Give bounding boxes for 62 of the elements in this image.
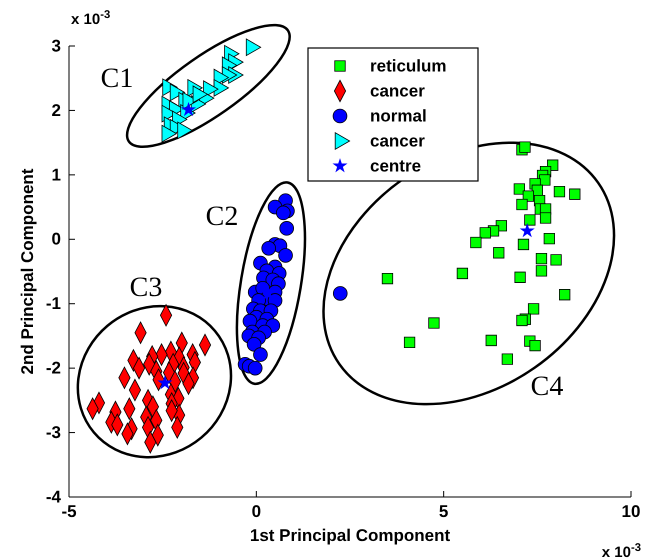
point	[382, 272, 394, 284]
legend-label: centre	[370, 156, 422, 176]
point	[278, 248, 293, 263]
point	[279, 221, 294, 236]
y-tick-label: -2	[46, 358, 61, 378]
point	[514, 183, 525, 195]
y-tick-label: 1	[52, 165, 61, 184]
legend-label: reticulum	[370, 56, 447, 76]
y-tick-label: -1	[46, 294, 61, 314]
point	[246, 337, 262, 352]
annotation: C4	[530, 371, 564, 402]
point	[480, 227, 491, 238]
y-tick-label: -4	[46, 487, 62, 506]
point	[569, 188, 580, 200]
point	[253, 347, 268, 362]
point	[559, 289, 570, 300]
point	[524, 214, 536, 226]
x-tick-label: 10	[622, 502, 640, 522]
annotation: C1	[100, 63, 134, 94]
x-axis-title: 1st Principal Component	[250, 526, 450, 545]
point	[502, 353, 514, 365]
point	[529, 340, 541, 352]
y-tick-label: 2	[52, 100, 61, 120]
point	[516, 198, 528, 210]
point	[528, 303, 540, 315]
point	[470, 236, 482, 248]
point	[520, 223, 535, 238]
y-tick-label: -3	[46, 423, 61, 442]
legend-label: cancer	[370, 132, 426, 150]
annotation: C2	[206, 201, 238, 232]
x-tick-label: -5	[61, 502, 77, 522]
x-tick-label: 0	[252, 502, 262, 522]
point	[332, 286, 348, 301]
legend-label: cancer	[370, 82, 426, 100]
point	[536, 265, 548, 276]
point	[516, 314, 528, 326]
point	[514, 272, 526, 283]
x-tick-label: 5	[438, 502, 448, 522]
text: x 10$^{-3}$	[602, 542, 641, 559]
point	[404, 336, 416, 348]
text: x 10$^{-3}$	[71, 9, 110, 28]
point	[248, 360, 263, 376]
legend-label: normal	[370, 106, 427, 126]
point	[536, 252, 548, 264]
y-tick-label: 0	[52, 230, 61, 249]
point	[540, 212, 552, 224]
point	[518, 238, 530, 250]
point	[554, 186, 566, 198]
point	[493, 247, 504, 258]
point	[157, 375, 172, 390]
point	[456, 268, 468, 280]
point	[428, 317, 440, 329]
y-axis-title: 2nd Principal Component	[18, 168, 37, 374]
point	[276, 206, 291, 220]
point	[261, 241, 276, 256]
y-tick-label: 3	[52, 36, 61, 56]
point	[544, 232, 555, 244]
point	[181, 102, 196, 116]
annotation: C3	[130, 272, 162, 304]
point	[486, 334, 497, 346]
point	[519, 142, 531, 153]
point	[550, 254, 562, 266]
